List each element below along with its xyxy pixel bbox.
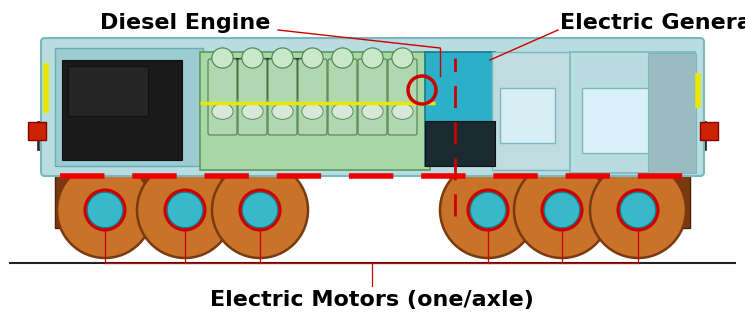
FancyBboxPatch shape [388,59,417,135]
Bar [55,150,295,228]
Text: Diesel Engine: Diesel Engine [100,13,270,33]
Ellipse shape [212,103,233,119]
Ellipse shape [302,48,323,68]
FancyBboxPatch shape [41,38,704,176]
Ellipse shape [242,103,263,119]
Bar [500,88,555,143]
Circle shape [544,192,580,228]
Ellipse shape [332,48,353,68]
Bar [700,122,718,140]
Bar [68,66,148,116]
Bar [425,52,495,166]
Circle shape [242,192,278,228]
Ellipse shape [362,103,383,119]
Circle shape [514,162,610,258]
FancyBboxPatch shape [208,59,237,135]
FancyBboxPatch shape [238,59,267,135]
Ellipse shape [302,103,323,119]
Ellipse shape [242,48,263,68]
FancyBboxPatch shape [268,59,297,135]
Bar [200,52,430,170]
Bar [492,52,572,170]
Text: Electric Generator: Electric Generator [560,13,745,33]
Circle shape [87,192,123,228]
Ellipse shape [272,103,293,119]
Ellipse shape [272,48,293,68]
Circle shape [212,162,308,258]
Bar [55,48,203,166]
Bar [38,122,706,150]
Circle shape [440,162,536,258]
Text: Electric Motors (one/axle): Electric Motors (one/axle) [210,290,534,310]
Bar [570,52,695,173]
Circle shape [470,192,506,228]
Circle shape [167,192,203,228]
Ellipse shape [392,48,413,68]
Circle shape [620,192,656,228]
Ellipse shape [332,103,353,119]
FancyBboxPatch shape [358,59,387,135]
Circle shape [57,162,153,258]
Bar [450,150,690,228]
Circle shape [137,162,233,258]
Bar [582,88,662,153]
Bar [62,60,182,160]
Bar [220,58,310,98]
FancyBboxPatch shape [328,59,357,135]
FancyBboxPatch shape [298,59,327,135]
Ellipse shape [362,48,383,68]
Bar [425,121,495,166]
Bar [648,53,696,173]
Ellipse shape [392,103,413,119]
Ellipse shape [212,48,233,68]
Circle shape [590,162,686,258]
Bar [28,122,46,140]
